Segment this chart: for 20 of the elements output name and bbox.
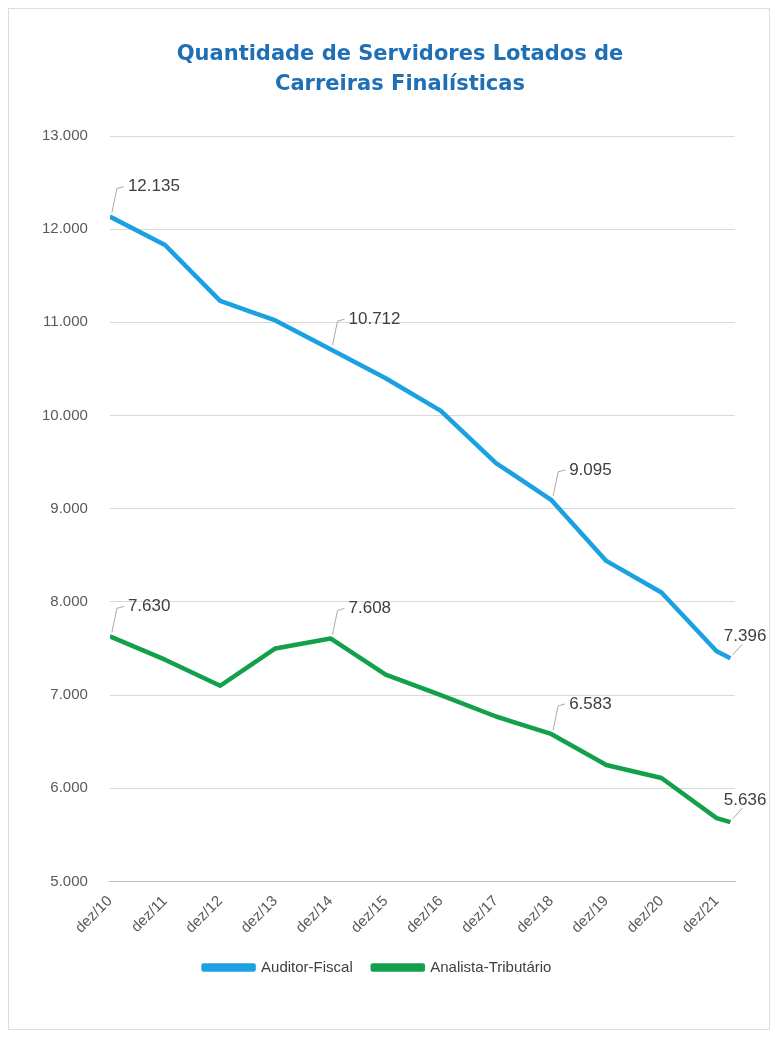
data-label: 12.135 (127, 176, 180, 196)
data-label: 7.630 (127, 596, 171, 616)
data-label: 6.583 (569, 693, 612, 713)
data-label: 9.095 (569, 459, 612, 479)
y-tick-label: 6.000 (50, 778, 88, 796)
legend-label: Analista-Tributário (430, 957, 552, 975)
y-tick-label: 9.000 (50, 498, 88, 516)
data-label: 7.396 (723, 625, 767, 645)
chart-title: Quantidade de Servidores Lotados de Carreiras Finalísticas (175, 40, 625, 97)
y-tick-label: 13.000 (41, 126, 88, 144)
y-tick-label: 8.000 (50, 592, 88, 610)
y-tick-label: 10.000 (41, 405, 88, 423)
y-tick-label: 11.000 (43, 312, 88, 330)
y-tick-label: 12.000 (41, 219, 88, 237)
legend-label: Auditor-Fiscal (261, 957, 353, 975)
data-label: 5.636 (723, 789, 767, 809)
data-label: 7.608 (348, 598, 392, 618)
data-label: 10.712 (348, 308, 401, 328)
y-tick-label: 7.000 (50, 685, 88, 703)
y-tick-label: 5.000 (50, 871, 88, 889)
